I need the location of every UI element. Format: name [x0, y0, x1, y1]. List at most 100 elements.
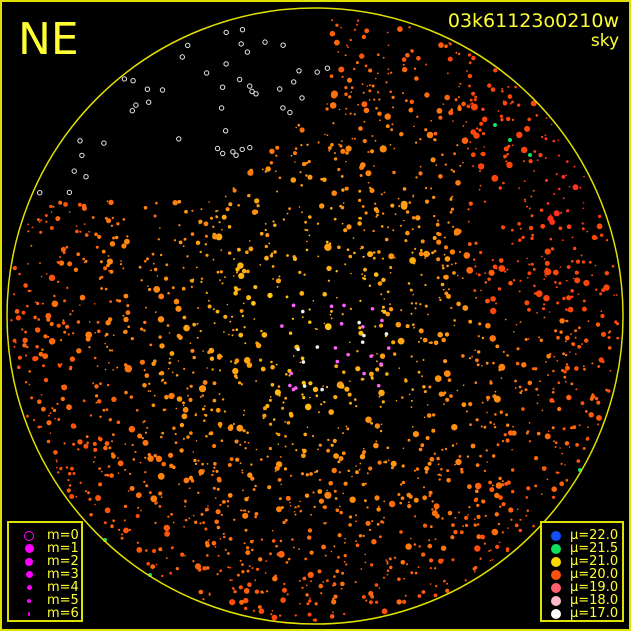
- star: [331, 190, 338, 196]
- star: [230, 149, 236, 155]
- star: [527, 271, 532, 276]
- star: [472, 567, 476, 571]
- star: [341, 188, 345, 192]
- star: [237, 204, 240, 207]
- star: [314, 327, 317, 330]
- star: [380, 293, 383, 296]
- star: [491, 174, 499, 182]
- star: [366, 472, 369, 475]
- star: [105, 217, 108, 220]
- star: [242, 512, 249, 519]
- star: [461, 354, 465, 358]
- star: [104, 287, 108, 291]
- star: [533, 292, 537, 295]
- star: [570, 382, 574, 386]
- star: [300, 309, 305, 314]
- star: [202, 350, 204, 352]
- star: [415, 302, 418, 305]
- star: [104, 441, 110, 446]
- star: [355, 470, 359, 475]
- star: [247, 83, 253, 89]
- star: [505, 438, 510, 443]
- star: [276, 286, 279, 288]
- star: [293, 546, 295, 549]
- star: [598, 357, 604, 363]
- star: [212, 443, 217, 449]
- star: [465, 121, 468, 123]
- star: [588, 260, 592, 264]
- star: [337, 460, 341, 464]
- star: [377, 111, 382, 116]
- star: [251, 209, 258, 215]
- star: [349, 307, 352, 310]
- star: [299, 291, 305, 296]
- star: [212, 470, 215, 473]
- star: [586, 280, 589, 284]
- star: [441, 448, 444, 451]
- star: [238, 288, 241, 291]
- star: [536, 402, 539, 405]
- star: [283, 467, 288, 471]
- star: [213, 322, 216, 325]
- star: [294, 614, 297, 617]
- star: [195, 412, 197, 415]
- star: [341, 571, 345, 575]
- star: [389, 144, 392, 146]
- star: [182, 266, 185, 269]
- star: [22, 343, 27, 348]
- star: [596, 400, 601, 405]
- star: [171, 371, 174, 374]
- star: [379, 429, 383, 433]
- star: [326, 134, 329, 137]
- star: [407, 438, 411, 442]
- star: [99, 276, 101, 279]
- star: [129, 395, 133, 399]
- star: [264, 255, 269, 261]
- star: [60, 466, 63, 469]
- star: [202, 521, 206, 525]
- star: [479, 184, 482, 187]
- star: [523, 180, 526, 183]
- star: [154, 521, 157, 525]
- star: [564, 441, 570, 446]
- star: [313, 618, 317, 622]
- star: [174, 441, 178, 444]
- star: [240, 509, 243, 512]
- star: [228, 537, 233, 541]
- star: [22, 337, 28, 343]
- star: [467, 514, 469, 516]
- star: [296, 347, 300, 352]
- star: [462, 125, 465, 127]
- star: [500, 412, 502, 415]
- star: [142, 439, 149, 446]
- star: [140, 327, 144, 331]
- star: [441, 264, 444, 267]
- star: [435, 222, 440, 227]
- star: [177, 360, 180, 362]
- star: [246, 431, 249, 435]
- star: [468, 201, 473, 206]
- star: [265, 166, 271, 172]
- star: [287, 109, 293, 116]
- star: [360, 568, 363, 570]
- star: [565, 363, 569, 366]
- star: [159, 253, 163, 257]
- star: [120, 260, 122, 262]
- star: [223, 29, 229, 36]
- star: [456, 389, 459, 392]
- star: [168, 361, 172, 365]
- star: [321, 544, 326, 550]
- star: [242, 509, 245, 512]
- star: [137, 433, 143, 439]
- star: [147, 453, 151, 457]
- star: [55, 216, 61, 222]
- star: [389, 266, 393, 269]
- star: [483, 146, 486, 148]
- star: [583, 175, 585, 178]
- star: [390, 466, 394, 470]
- star: [429, 567, 432, 570]
- star: [540, 135, 544, 139]
- star: [48, 313, 51, 316]
- star: [128, 425, 136, 433]
- star: [207, 505, 209, 507]
